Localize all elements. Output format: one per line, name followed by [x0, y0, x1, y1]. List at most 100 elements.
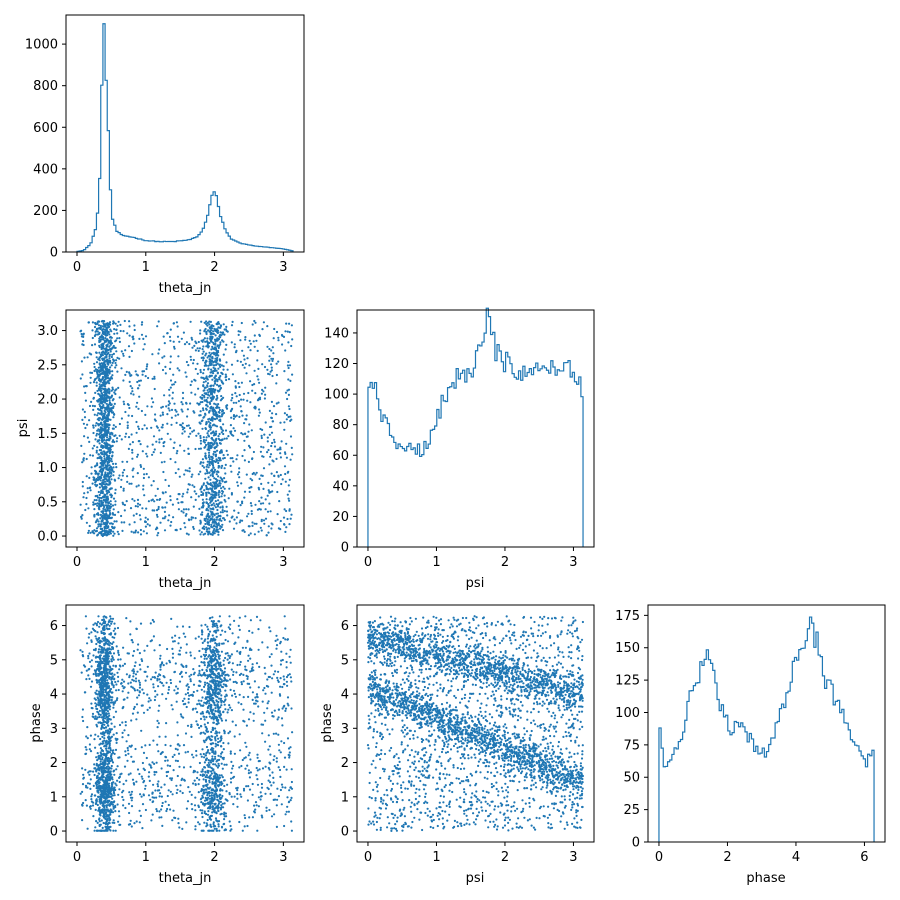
scatter-theta_jn-psi-point	[196, 362, 199, 365]
scatter-theta_jn-psi-point	[99, 475, 102, 478]
scatter-theta_jn-phase-point	[95, 723, 98, 727]
scatter-theta_jn-phase-point	[203, 761, 206, 764]
scatter-theta_jn-phase-point	[174, 662, 177, 665]
scatter-theta_jn-psi-point	[103, 459, 106, 462]
scatter-theta_jn-phase-point	[261, 767, 265, 770]
scatter-theta_jn-phase-point	[178, 636, 181, 639]
scatter-theta_jn-psi-point	[161, 356, 164, 359]
scatter-theta_jn-psi-point	[201, 464, 204, 467]
scatter-theta_jn-psi-point	[217, 499, 220, 502]
hist-theta_jn-ytick-label: 1000	[25, 38, 58, 53]
scatter-theta_jn-psi-point	[219, 527, 222, 530]
scatter-theta_jn-psi-point	[243, 358, 246, 361]
scatter-theta_jn-psi-point	[271, 490, 274, 493]
scatter-theta_jn-psi-point	[215, 430, 218, 433]
scatter-theta_jn-psi-point	[217, 367, 220, 370]
scatter-theta_jn-psi-point	[215, 442, 218, 445]
scatter-theta_jn-phase-point	[277, 795, 280, 798]
scatter-theta_jn-psi-point	[100, 444, 103, 447]
scatter-theta_jn-psi-point	[223, 437, 226, 440]
scatter-theta_jn-psi-point	[194, 498, 197, 501]
scatter-theta_jn-psi-point	[172, 322, 175, 325]
scatter-theta_jn-psi-point	[247, 391, 250, 395]
scatter-theta_jn-phase-point	[84, 784, 88, 787]
scatter-theta_jn-psi-point	[268, 491, 271, 494]
scatter-theta_jn-psi-point	[225, 510, 229, 513]
scatter-theta_jn-psi-point	[221, 409, 224, 412]
scatter-theta_jn-psi-point	[220, 519, 223, 522]
scatter-theta_jn-psi-point	[217, 533, 220, 536]
scatter-theta_jn-phase-point	[154, 695, 157, 698]
scatter-theta_jn-psi-point	[275, 457, 278, 460]
scatter-theta_jn-phase-point	[203, 657, 206, 660]
scatter-theta_jn-psi-point	[284, 530, 287, 534]
scatter-theta_jn-psi-point	[270, 363, 273, 366]
scatter-theta_jn-phase-point	[277, 708, 280, 711]
scatter-theta_jn-psi-point	[108, 401, 112, 404]
scatter-theta_jn-psi-point	[138, 395, 141, 398]
scatter-theta_jn-psi-point	[87, 507, 90, 510]
scatter-theta_jn-psi-point	[166, 332, 169, 335]
scatter-theta_jn-psi-point	[174, 471, 177, 475]
scatter-theta_jn-psi-point	[115, 440, 118, 443]
scatter-theta_jn-psi-point	[182, 492, 185, 495]
scatter-theta_jn-phase-point	[93, 829, 96, 832]
scatter-theta_jn-psi-point	[197, 495, 200, 498]
scatter-theta_jn-phase-point	[214, 825, 217, 828]
scatter-theta_jn-psi-point	[211, 497, 214, 500]
scatter-theta_jn-psi-point	[212, 453, 215, 456]
scatter-theta_jn-phase-point	[276, 798, 279, 801]
scatter-theta_jn-psi-xtick-label: 1	[142, 555, 150, 570]
scatter-theta_jn-psi-point	[197, 447, 201, 450]
hist-psi-ytick-label: 0	[341, 541, 349, 556]
scatter-theta_jn-psi-point	[198, 403, 201, 406]
scatter-theta_jn-psi-point	[123, 468, 126, 472]
scatter-theta_jn-psi-point	[94, 391, 97, 394]
scatter-theta_jn-psi-point	[210, 446, 213, 449]
scatter-theta_jn-psi-point	[240, 321, 243, 325]
scatter-theta_jn-psi-point	[101, 396, 104, 399]
scatter-theta_jn-psi-point	[104, 399, 107, 402]
scatter-theta_jn-psi-point	[95, 356, 98, 359]
scatter-theta_jn-psi-point	[129, 374, 132, 377]
scatter-theta_jn-phase-point	[208, 617, 211, 620]
scatter-theta_jn-psi-point	[107, 368, 110, 371]
scatter-theta_jn-psi-point	[230, 430, 233, 433]
scatter-theta_jn-phase-point	[146, 644, 149, 648]
scatter-theta_jn-psi-point	[235, 522, 238, 525]
scatter-theta_jn-phase-point	[157, 780, 160, 783]
scatter-theta_jn-psi-point	[115, 328, 118, 331]
scatter-theta_jn-psi-point	[101, 518, 104, 521]
scatter-theta_jn-psi-point	[137, 387, 140, 390]
scatter-theta_jn-phase-point	[225, 693, 228, 696]
scatter-theta_jn-psi-point	[254, 392, 257, 395]
scatter-theta_jn-phase-point	[165, 697, 168, 700]
scatter-theta_jn-phase-point	[191, 753, 194, 756]
scatter-theta_jn-psi-point	[130, 392, 133, 395]
scatter-theta_jn-psi-point	[92, 426, 95, 429]
scatter-theta_jn-psi-point	[232, 427, 235, 430]
scatter-theta_jn-psi-point	[238, 476, 241, 479]
scatter-theta_jn-phase-point	[86, 737, 89, 740]
scatter-theta_jn-psi-point	[229, 464, 232, 467]
scatter-theta_jn-psi-point	[133, 328, 136, 332]
scatter-theta_jn-phase-point	[255, 615, 259, 619]
scatter-theta_jn-phase-point	[136, 768, 140, 771]
scatter-theta_jn-psi-point	[257, 414, 260, 417]
scatter-theta_jn-psi-point	[208, 445, 211, 448]
scatter-theta_jn-psi-point	[105, 521, 108, 524]
scatter-theta_jn-psi-point	[108, 452, 111, 455]
scatter-theta_jn-psi-point	[92, 501, 95, 504]
scatter-theta_jn-psi-point	[216, 321, 219, 324]
scatter-theta_jn-phase-point	[154, 671, 157, 674]
scatter-theta_jn-psi-point	[110, 468, 113, 471]
scatter-theta_jn-psi-point	[246, 357, 249, 360]
scatter-theta_jn-psi-point	[169, 386, 172, 389]
scatter-theta_jn-psi-point	[215, 411, 218, 414]
scatter-theta_jn-psi-point	[215, 363, 218, 366]
scatter-theta_jn-psi-point	[244, 418, 247, 421]
scatter-theta_jn-psi-point	[264, 421, 267, 424]
scatter-theta_jn-psi-point	[136, 505, 139, 508]
scatter-theta_jn-psi-point	[236, 481, 239, 484]
